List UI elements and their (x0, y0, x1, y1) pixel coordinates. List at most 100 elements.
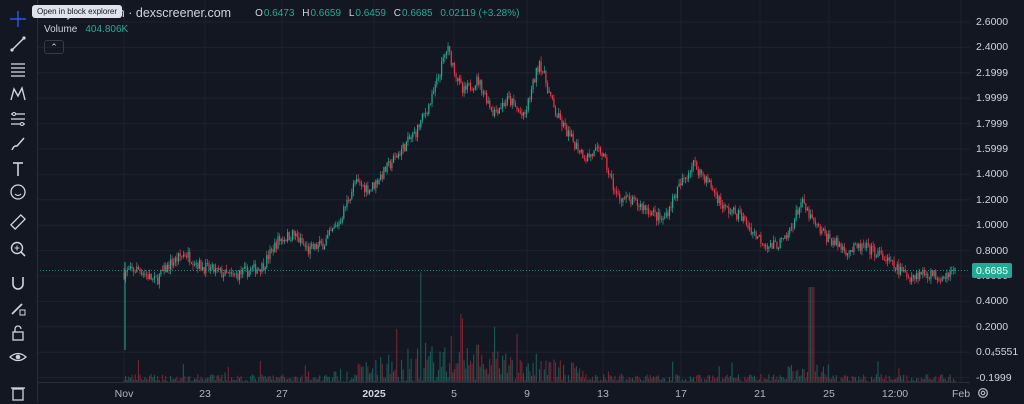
candle-body (271, 249, 272, 250)
eye-icon[interactable] (7, 346, 29, 368)
candle-body (712, 188, 713, 190)
volume-bar (906, 375, 907, 382)
candle-body (802, 199, 803, 202)
volume-bar (459, 352, 460, 382)
volume-bar (372, 368, 373, 382)
candle-body (574, 142, 575, 149)
price-tick-label: 1.7999 (976, 118, 1008, 130)
measure-lines-icon[interactable] (7, 108, 29, 130)
candle-body (873, 246, 874, 247)
candle-body (557, 115, 558, 117)
candle-body (688, 173, 689, 178)
ruler-icon[interactable] (7, 211, 29, 233)
candle-body (646, 208, 647, 209)
brush-icon[interactable] (7, 133, 29, 155)
candle-body (882, 254, 883, 260)
candle-body (236, 274, 237, 275)
candle-body (149, 274, 150, 279)
pencil-lock-icon[interactable] (7, 297, 29, 319)
candle-body (529, 98, 530, 99)
text-icon[interactable] (7, 158, 29, 180)
emoji-icon[interactable] (7, 181, 29, 203)
volume-bar (574, 368, 575, 382)
candle-body (388, 161, 389, 162)
volume-bar (403, 369, 404, 382)
candle-body (464, 86, 465, 93)
candle-body (196, 263, 197, 264)
candle-body (563, 123, 564, 127)
time-tick-label: 27 (276, 388, 288, 400)
trend-line-icon[interactable] (7, 33, 29, 55)
volume-bar (518, 373, 519, 382)
pattern-icon[interactable] (7, 83, 29, 105)
volume-bar (804, 370, 805, 382)
candle-body (746, 219, 747, 225)
candle-body (595, 148, 596, 150)
candle-body (263, 263, 264, 270)
candle-body (619, 194, 620, 199)
candle-body (419, 125, 420, 128)
volume-bar (151, 374, 152, 382)
candle-body (374, 182, 375, 188)
candle-body (420, 120, 421, 127)
candle-body (300, 238, 301, 243)
candle-body (810, 214, 811, 218)
candle-body (393, 156, 394, 163)
candle-body (927, 274, 928, 278)
zoom-in-icon[interactable] (7, 238, 29, 260)
volume-bar (500, 374, 501, 382)
candle-body (229, 272, 230, 273)
volume-bar (816, 365, 817, 382)
candle-body (730, 212, 731, 213)
volume-bar (499, 369, 500, 382)
candle-body (820, 227, 821, 234)
fib-lines-icon[interactable] (7, 58, 29, 80)
candle-body (319, 241, 320, 245)
candle-body (549, 92, 550, 93)
candle-body (847, 253, 848, 255)
candle-body (898, 264, 899, 274)
candle-body (930, 270, 931, 279)
candle-body (895, 268, 896, 270)
candle-body (452, 63, 453, 65)
volume-bar (401, 360, 402, 382)
candle-body (865, 245, 866, 248)
candle-body (844, 247, 845, 252)
candle-body (252, 267, 253, 268)
crosshair-icon[interactable] (7, 8, 29, 30)
collapse-legend-button[interactable]: ⌃ (44, 40, 64, 54)
volume-bar (547, 375, 548, 382)
magnet-icon[interactable] (7, 272, 29, 294)
candle-body (542, 72, 543, 73)
candle-body (662, 218, 663, 220)
candle-body (338, 223, 339, 226)
volume-bar (549, 362, 550, 382)
candle-body (879, 251, 880, 252)
candle-body (358, 179, 359, 181)
candle-body (520, 111, 521, 114)
settings-gear-icon[interactable] (976, 386, 990, 400)
candle-body (613, 178, 614, 190)
volume-bar (558, 367, 559, 382)
candle-body (738, 210, 739, 219)
candle-body (821, 230, 822, 233)
candle-body (284, 240, 285, 241)
candle-body (815, 221, 816, 224)
lock-icon[interactable] (7, 322, 29, 344)
candle-body (159, 274, 160, 284)
time-tick-label: 2025 (362, 388, 385, 400)
grid (37, 0, 970, 382)
candle-body (855, 243, 856, 244)
volume-bar (738, 374, 739, 382)
volume-bar (608, 371, 609, 382)
block-explorer-tooltip: Open in block explorer (32, 5, 122, 18)
trash-icon[interactable] (7, 382, 29, 404)
volume-bar (927, 374, 928, 382)
candle-body (186, 256, 187, 257)
candle-body (523, 112, 524, 115)
candle-body (154, 277, 155, 279)
candle-body (173, 262, 174, 265)
